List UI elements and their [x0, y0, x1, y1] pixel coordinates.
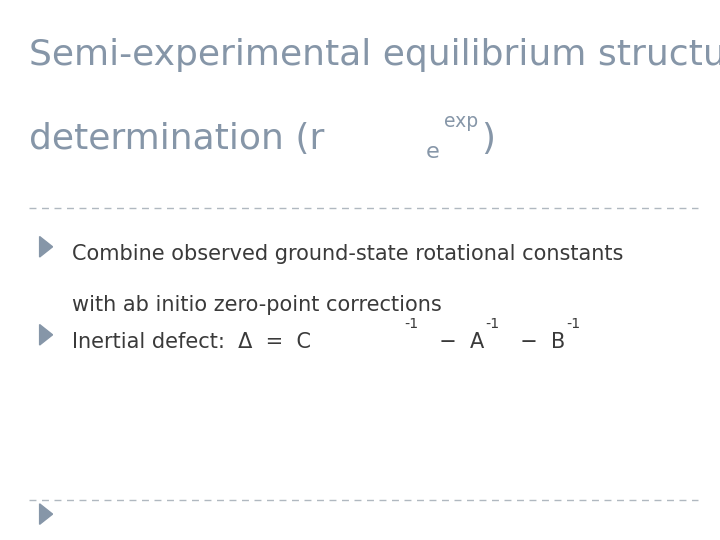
Text: Combine observed ground-state rotational constants: Combine observed ground-state rotational…	[72, 244, 624, 264]
Polygon shape	[40, 325, 53, 345]
Text: −  A: − A	[426, 332, 485, 352]
Text: -1: -1	[566, 317, 580, 331]
Text: Inertial defect:  Δ  =  C: Inertial defect: Δ = C	[72, 332, 311, 352]
Polygon shape	[40, 504, 53, 524]
Text: ): )	[481, 122, 495, 156]
Text: -1: -1	[485, 317, 500, 331]
Polygon shape	[40, 237, 53, 257]
Text: exp: exp	[444, 112, 478, 131]
Text: −  B: − B	[507, 332, 565, 352]
Text: e: e	[426, 142, 440, 162]
Text: determination (r: determination (r	[29, 122, 324, 156]
Text: -1: -1	[405, 317, 419, 331]
Text: with ab initio zero-point corrections: with ab initio zero-point corrections	[72, 295, 442, 315]
Text: Semi-experimental equilibrium structure: Semi-experimental equilibrium structure	[29, 38, 720, 72]
